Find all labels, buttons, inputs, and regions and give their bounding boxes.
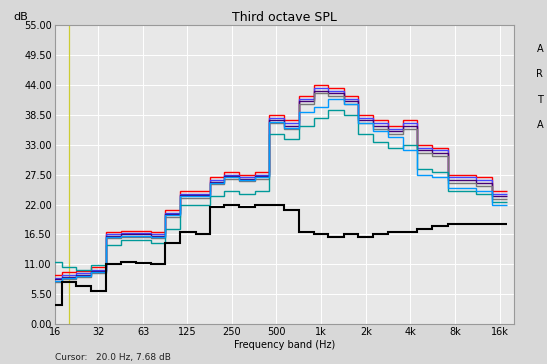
X-axis label: Frequency band (Hz): Frequency band (Hz) <box>234 340 335 349</box>
Text: R: R <box>536 69 543 79</box>
Text: dB: dB <box>13 12 28 23</box>
Text: Cursor:   20.0 Hz, 7.68 dB: Cursor: 20.0 Hz, 7.68 dB <box>55 353 171 362</box>
Text: T: T <box>537 95 543 104</box>
Text: A: A <box>537 44 543 54</box>
Title: Third octave SPL: Third octave SPL <box>232 11 337 24</box>
Text: A: A <box>537 120 543 130</box>
